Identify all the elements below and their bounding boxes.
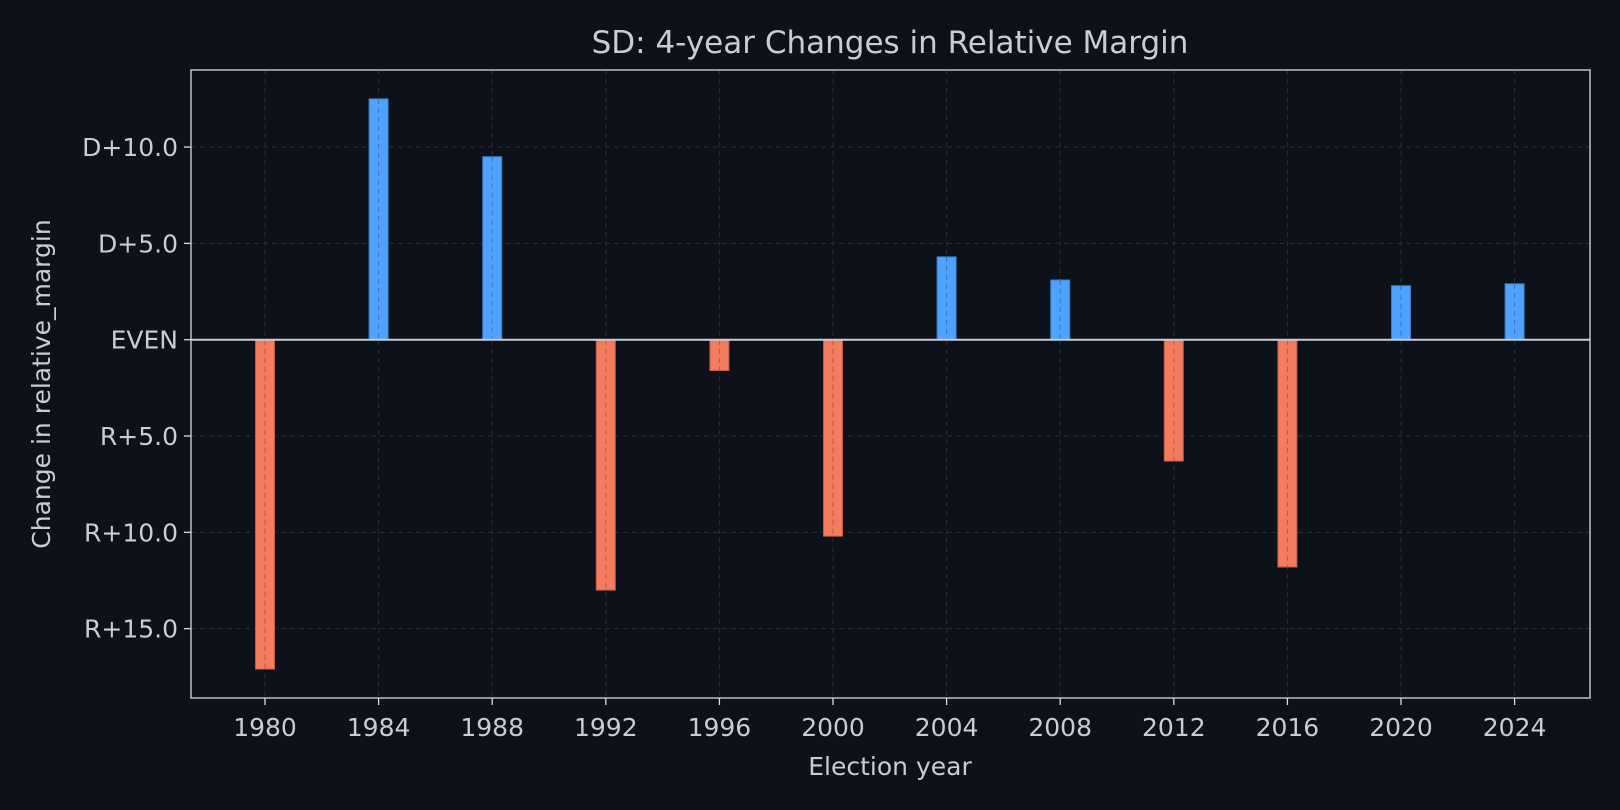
x-axis: 1980 1984 1988 1992 1996 2000 2004 2008 2012 2016…	[233, 698, 1546, 742]
x-tick-label: 1984	[347, 713, 411, 742]
y-tick-label: EVEN	[111, 326, 178, 355]
x-tick-label: 2004	[915, 713, 979, 742]
y-tick-label: R+15.0	[84, 615, 178, 644]
x-tick-label: 1992	[574, 713, 638, 742]
x-tick-label: 2000	[801, 713, 865, 742]
x-tick-label: 1996	[688, 713, 752, 742]
x-tick-label: 1988	[460, 713, 524, 742]
x-axis-label: Election year	[808, 752, 972, 781]
y-tick-label: D+10.0	[82, 133, 178, 162]
y-axis-label: Change in relative_margin	[27, 219, 56, 548]
y-tick-label: R+10.0	[84, 518, 178, 547]
x-tick-label: 2012	[1142, 713, 1206, 742]
y-axis: D+10.0 D+5.0 EVEN R+5.0 R+10.0 R+15.0	[82, 133, 191, 644]
x-tick-label: 2024	[1483, 713, 1547, 742]
x-tick-label: 2008	[1028, 713, 1092, 742]
chart-title: SD: 4-year Changes in Relative Margin	[592, 25, 1189, 61]
y-tick-label: R+5.0	[100, 422, 178, 451]
plot-frame	[190, 69, 1591, 699]
x-tick-label: 2016	[1256, 713, 1320, 742]
x-tick-label: 2020	[1369, 713, 1433, 742]
bars	[255, 98, 1525, 670]
x-tick-label: 1980	[233, 713, 297, 742]
y-tick-label: D+5.0	[98, 229, 178, 258]
